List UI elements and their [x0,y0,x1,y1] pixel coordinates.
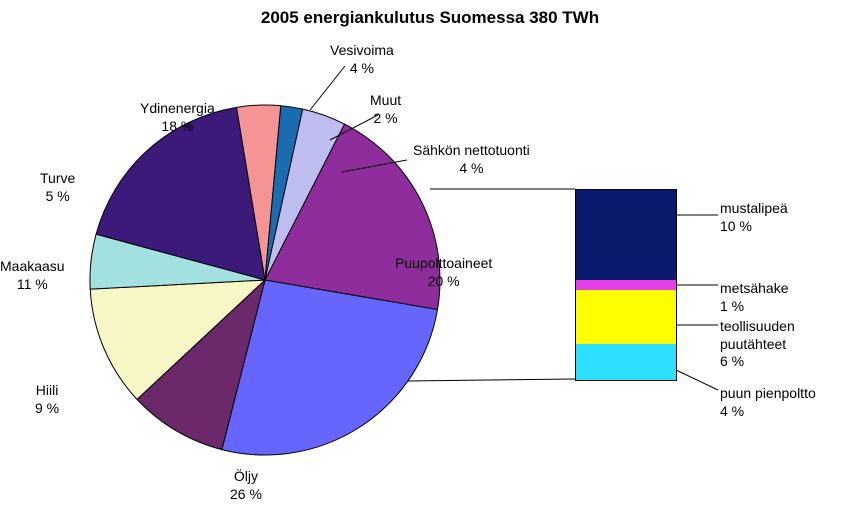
bar-segment [576,190,676,281]
bar-segment-label: metsähake1 % [720,280,788,315]
slice-label: Maakaasu11 % [0,258,65,293]
slice-label: Ydinenergia18 % [140,100,215,135]
slice-label: Vesivoima4 % [330,42,394,77]
slice-label: Hiili9 % [35,382,59,417]
bar-segment [576,290,676,345]
bar-segment-label: mustalipeä10 % [720,200,788,235]
slice-label: Puupolttoaineet20 % [395,255,492,290]
slice-label: Muut2 % [370,92,401,127]
bar-segment [576,344,676,381]
bar-segment-label: teollisuudenpuutähteet6 % [720,318,795,371]
breakdown-bar [575,189,677,381]
slice-label: Turve5 % [40,170,75,205]
slice-label: Öljy26 % [230,468,262,503]
bar-segment-label: puun pienpoltto4 % [720,385,816,420]
slice-label: Sähkön nettotuonti4 % [413,142,530,177]
